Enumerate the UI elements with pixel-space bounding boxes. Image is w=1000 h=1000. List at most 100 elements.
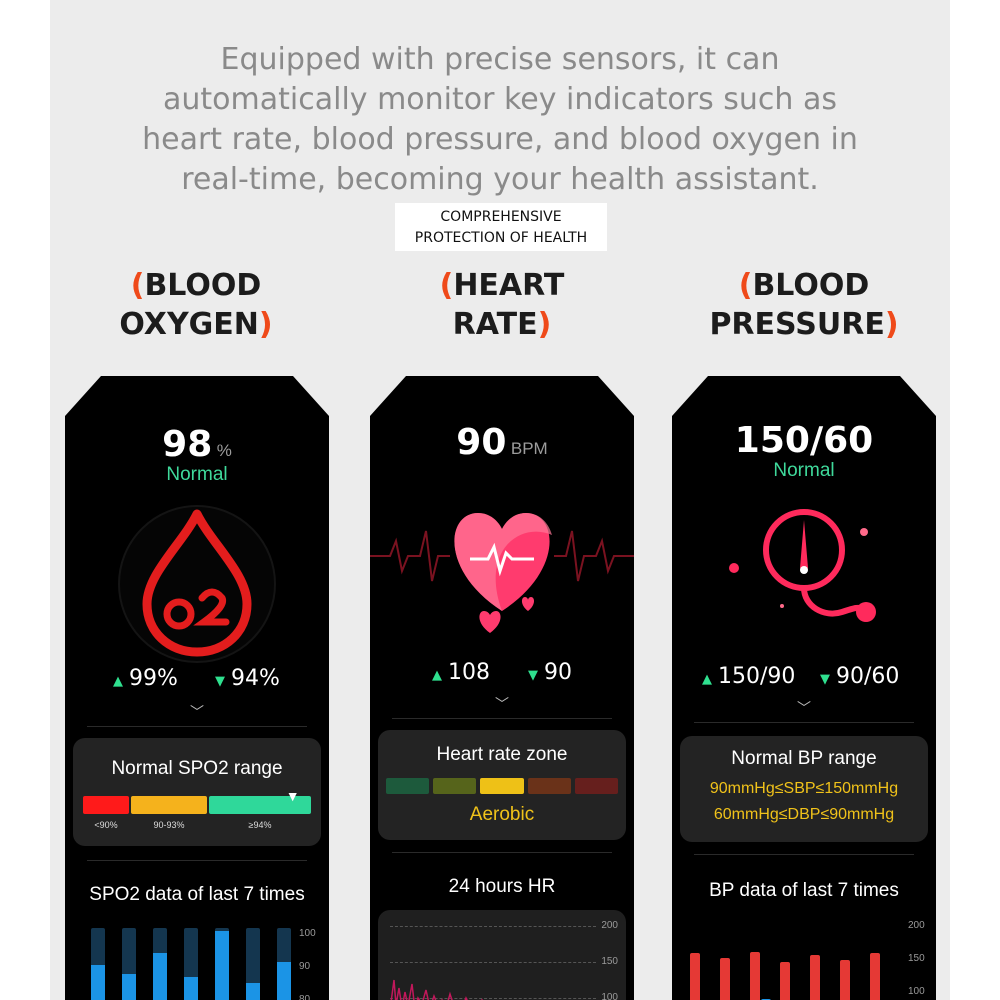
spo2-bar <box>91 928 105 1000</box>
spo2-range-card: Normal SPO2 range ▼ <90% 90-93% ≥94% <box>73 738 321 846</box>
intro-text: Equipped with precise sensors, it can au… <box>50 40 950 200</box>
arrow-up-icon: ▲ <box>113 674 123 689</box>
sbp-bar <box>690 953 700 1000</box>
hr-high-value: 108 <box>448 660 490 685</box>
range-indicator-icon: ▼ <box>285 788 300 804</box>
intro-line-4: real-time, becoming your health assistan… <box>181 162 819 197</box>
spo2-bar-fill <box>122 974 136 1000</box>
heading-text-1: BLOOD <box>752 268 870 303</box>
spo2-range-bar: ▼ <box>83 796 311 814</box>
bp-range-sbp: 90mmHg≤SBP≤150mmHg <box>709 780 899 797</box>
intro-line-1: Equipped with precise sensors, it can <box>220 42 780 77</box>
spo2-chart-title: SPO2 data of last 7 times <box>89 884 305 905</box>
chevron-down-icon[interactable]: ﹀ <box>190 704 204 720</box>
spo2-low: ▼ 94% <box>215 666 280 691</box>
paren-open: ( <box>130 268 145 303</box>
bp-low: ▼ 90/60 <box>820 664 899 689</box>
y-tick: 90 <box>299 961 311 972</box>
spo2-bar <box>122 928 136 1000</box>
spo2-low-value: 94% <box>231 666 280 691</box>
divider <box>694 722 914 723</box>
divider <box>87 860 307 861</box>
arrow-up-icon: ▲ <box>432 668 442 683</box>
bp-range-dbp: 60mmHg≤DBP≤90mmHg <box>713 806 895 823</box>
arrow-down-icon: ▼ <box>528 668 538 683</box>
range-segment <box>83 796 129 814</box>
range-segment <box>131 796 207 814</box>
blood-oxygen-heading: (BLOOD OXYGEN) <box>86 266 306 344</box>
zone-segment <box>433 778 476 794</box>
hr-line-series <box>390 970 590 1000</box>
range-label-mid: 90-93% <box>153 820 185 830</box>
blood-oxygen-screen: 98 % Normal ▲ 99% ▼ 94% ﹀ Normal SPO2 rang… <box>65 376 329 1000</box>
spo2-bar <box>153 928 167 1000</box>
hr-chart-card: 200 150 100 <box>378 910 626 1000</box>
sbp-bar <box>870 953 880 1000</box>
intro-line-3: heart rate, blood pressure, and blood ox… <box>142 122 858 157</box>
chevron-down-icon[interactable]: ﹀ <box>495 696 509 712</box>
product-feature-page: Equipped with precise sensors, it can au… <box>50 0 950 1000</box>
arrow-down-icon: ▼ <box>820 672 830 687</box>
bp-high-value: 150/90 <box>718 664 796 689</box>
bp-status: Normal <box>773 460 835 481</box>
heart-rate-heading: (HEART RATE) <box>392 266 612 344</box>
tagline-line-1: COMPREHENSIVE <box>440 209 562 225</box>
paren-open: ( <box>738 268 753 303</box>
paren-open: ( <box>439 268 454 303</box>
zone-segment <box>528 778 571 794</box>
heading-text-2: RATE <box>452 307 538 342</box>
range-segment <box>209 796 311 814</box>
heading-text-2: OXYGEN <box>119 307 259 342</box>
blood-pressure-screen: 150/60 Normal ▲ 150/90 ▼ 90/60 ﹀ Normal BP… <box>672 376 936 1000</box>
stethoscope-icon <box>724 506 884 636</box>
bp-high: ▲ 150/90 <box>702 664 795 689</box>
chevron-down-icon[interactable]: ﹀ <box>797 700 811 716</box>
spo2-bar-fill <box>277 962 291 1000</box>
arrow-down-icon: ▼ <box>215 674 225 689</box>
zone-segment-active <box>480 778 523 794</box>
spo2-bar-fill <box>91 965 105 1000</box>
y-tick: 100 <box>299 928 316 939</box>
heading-text-1: BLOOD <box>144 268 262 303</box>
paren-close: ) <box>537 307 552 342</box>
tagline-line-2: PROTECTION OF HEALTH <box>414 230 588 246</box>
gridline <box>390 962 596 963</box>
bp-range-title: Normal BP range <box>731 748 877 769</box>
y-tick: 150 <box>601 956 618 967</box>
hr-low: ▼ 90 <box>528 660 572 685</box>
spo2-bar-fill <box>215 931 229 1000</box>
bp-bar-chart: 200 150 100 <box>672 920 936 1000</box>
range-label-low: <90% <box>94 820 118 830</box>
hr-zone-label: Aerobic <box>469 804 535 825</box>
bp-chart-title: BP data of last 7 times <box>709 880 899 901</box>
hr-zone-bar <box>386 778 618 794</box>
hr-zone-title: Heart rate zone <box>436 744 568 765</box>
spo2-bar <box>215 928 229 1000</box>
paren-close: ) <box>258 307 273 342</box>
spo2-bar <box>277 928 291 1000</box>
y-tick: 200 <box>601 920 618 931</box>
hr-zone-card: Heart rate zone Aerobic <box>378 730 626 840</box>
spo2-bar <box>246 928 260 1000</box>
spo2-high: ▲ 99% <box>113 666 178 691</box>
hr-high: ▲ 108 <box>432 660 490 685</box>
sbp-bar <box>720 958 730 1000</box>
y-tick: 200 <box>908 920 925 931</box>
y-tick: 150 <box>908 953 925 964</box>
divider <box>392 718 612 719</box>
heading-text-2: PRESSURE <box>709 307 885 342</box>
hr-unit: BPM <box>510 439 548 458</box>
hr-chart-title: 24 hours HR <box>448 876 556 897</box>
spo2-bar-fill <box>153 953 167 1000</box>
spo2-bar-chart: 100 90 80 <box>65 924 329 1000</box>
sbp-bar <box>750 952 760 1000</box>
arrow-up-icon: ▲ <box>702 672 712 687</box>
intro-line-2: automatically monitor key indicators suc… <box>163 82 837 117</box>
spo2-reading: 98 % <box>65 424 329 465</box>
divider <box>694 854 914 855</box>
gridline <box>390 998 596 999</box>
hr-low-value: 90 <box>544 660 572 685</box>
zone-segment <box>386 778 429 794</box>
tagline-box: COMPREHENSIVE PROTECTION OF HEALTH <box>395 203 607 251</box>
spo2-bar-fill <box>246 983 260 1000</box>
